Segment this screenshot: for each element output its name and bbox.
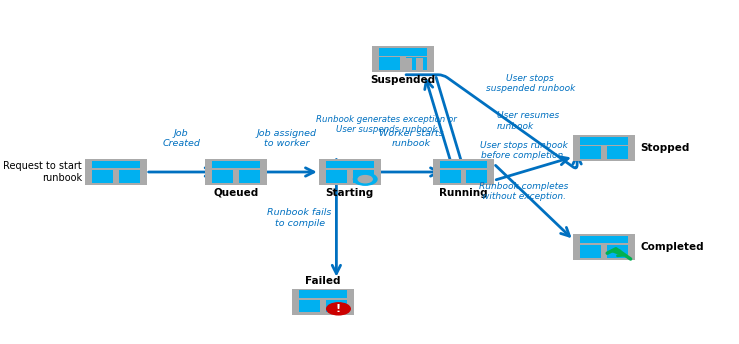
FancyBboxPatch shape [118, 170, 140, 183]
Text: !: ! [336, 304, 341, 314]
FancyBboxPatch shape [299, 300, 320, 312]
FancyBboxPatch shape [432, 159, 494, 185]
Circle shape [353, 173, 377, 185]
FancyBboxPatch shape [440, 170, 460, 183]
FancyBboxPatch shape [607, 146, 627, 159]
FancyBboxPatch shape [607, 245, 627, 258]
Text: Runbook completes
without exception.: Runbook completes without exception. [479, 182, 568, 201]
FancyBboxPatch shape [440, 161, 487, 169]
Text: Completed: Completed [641, 242, 704, 252]
FancyBboxPatch shape [212, 161, 260, 169]
Text: Failed: Failed [305, 276, 341, 286]
Text: Runbook generates exception or
User suspends runbook: Runbook generates exception or User susp… [316, 115, 457, 134]
FancyBboxPatch shape [212, 170, 234, 183]
Text: User stops
suspended runbook: User stops suspended runbook [486, 74, 575, 93]
FancyBboxPatch shape [92, 161, 140, 169]
FancyBboxPatch shape [299, 290, 347, 298]
FancyBboxPatch shape [406, 57, 427, 70]
Circle shape [358, 175, 372, 183]
FancyBboxPatch shape [580, 245, 601, 258]
FancyBboxPatch shape [580, 146, 601, 159]
Text: Worker starts
runbook: Worker starts runbook [379, 129, 443, 148]
Text: Request to start
runbook: Request to start runbook [3, 161, 82, 183]
FancyBboxPatch shape [379, 48, 427, 56]
FancyBboxPatch shape [326, 161, 374, 169]
Text: Queued: Queued [214, 188, 259, 198]
FancyBboxPatch shape [580, 236, 627, 244]
FancyBboxPatch shape [416, 58, 423, 70]
FancyBboxPatch shape [326, 170, 347, 183]
Text: User stops runbook
before completion.: User stops runbook before completion. [480, 141, 568, 160]
FancyBboxPatch shape [326, 300, 347, 312]
FancyBboxPatch shape [239, 170, 260, 183]
Text: Stopped: Stopped [641, 143, 689, 153]
Text: Runbook fails
to compile: Runbook fails to compile [268, 208, 332, 228]
FancyBboxPatch shape [466, 170, 487, 183]
FancyBboxPatch shape [405, 58, 412, 70]
FancyBboxPatch shape [353, 170, 374, 183]
FancyBboxPatch shape [85, 159, 146, 185]
Text: Running: Running [439, 188, 488, 198]
Text: Job
Created: Job Created [163, 129, 200, 148]
FancyBboxPatch shape [292, 289, 354, 314]
FancyBboxPatch shape [319, 159, 381, 185]
Circle shape [327, 303, 350, 315]
FancyBboxPatch shape [379, 57, 401, 70]
FancyBboxPatch shape [205, 159, 267, 185]
FancyBboxPatch shape [92, 170, 113, 183]
Text: Starting: Starting [326, 188, 374, 198]
Text: Suspended: Suspended [371, 75, 436, 85]
Text: User resumes
runbook: User resumes runbook [497, 111, 559, 130]
FancyBboxPatch shape [580, 137, 627, 144]
FancyBboxPatch shape [573, 135, 635, 161]
Text: Job assigned
to worker: Job assigned to worker [257, 129, 317, 148]
FancyBboxPatch shape [573, 234, 635, 260]
FancyBboxPatch shape [372, 46, 434, 72]
